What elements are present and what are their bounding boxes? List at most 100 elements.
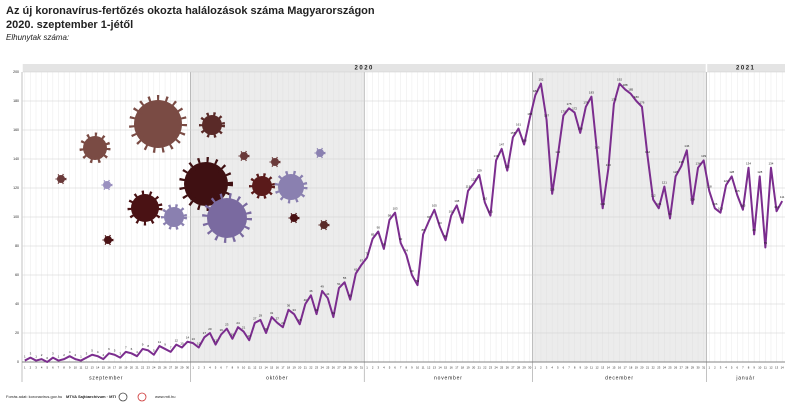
data-label: 134 [768,161,773,165]
x-tick-label: 10 [584,366,588,370]
data-label: 40 [304,298,308,302]
data-label: 122 [724,179,729,183]
x-tick-label: 28 [343,366,347,370]
data-label: 10 [197,341,201,345]
data-label: 132 [505,164,510,168]
data-label: 108 [454,199,459,203]
data-label: 27 [276,317,280,321]
month-label: november [434,375,463,381]
data-label: 121 [662,180,667,184]
data-label: 12 [214,338,218,342]
data-label: 1 [24,354,26,358]
data-label: 135 [679,160,684,164]
x-tick-label: 21 [304,366,308,370]
data-label: 134 [746,161,751,165]
x-tick-label: 4 [209,366,211,370]
x-tick-label: 12 [769,366,773,370]
x-tick-label: 7 [226,366,228,370]
data-label: 150 [522,138,527,142]
x-tick-label: 31 [360,366,364,370]
data-label: 139 [701,154,706,158]
x-tick-label: 9 [579,366,581,370]
x-tick-label: 20 [640,366,644,370]
x-tick-label: 22 [652,366,656,370]
x-tick-label: 1 [366,366,368,370]
data-label: 33 [292,308,296,312]
data-label: 129 [477,169,482,173]
data-label: 103 [393,206,398,210]
x-tick-label: 22 [141,366,145,370]
data-label: 3 [86,351,88,355]
data-label: 55 [343,276,347,280]
data-label: 1 [58,354,60,358]
data-label: 176 [639,101,644,105]
x-tick-label: 8 [574,366,576,370]
data-label: 111 [780,195,785,199]
data-label: 46 [309,289,313,293]
x-tick-label: 30 [354,366,358,370]
x-tick-label: 10 [242,366,246,370]
y-tick-label: 80 [15,244,19,248]
x-tick-label: 5 [557,366,559,370]
data-label: 178 [611,98,616,102]
x-tick-label: 15 [270,366,274,370]
virus-icon [199,112,225,138]
data-label: 96 [461,217,465,221]
data-label: 24 [281,321,285,325]
x-tick-label: 2 [540,366,542,370]
chart-subtitle: 2020. szeptember 1-jétől [6,19,133,31]
data-label: 3 [52,351,54,355]
x-tick-label: 29 [691,366,695,370]
logo [137,392,147,402]
x-tick-label: 9 [753,366,755,370]
x-tick-label: 14 [438,366,442,370]
x-tick-label: 11 [79,366,82,370]
data-label: 133 [606,163,611,167]
data-label: 29 [259,314,263,318]
data-label: 170 [561,109,566,113]
x-tick-label: 13 [259,366,263,370]
x-tick-label: 19 [635,366,639,370]
x-tick-label: 10 [74,366,78,370]
x-tick-label: 20 [130,366,134,370]
x-tick-label: 13 [775,366,779,370]
data-label: 6 [108,347,110,351]
data-label: 180 [634,95,639,99]
data-label: 155 [510,131,515,135]
x-tick-label: 18 [629,366,633,370]
data-label: 128 [673,170,678,174]
x-tick-label: 5 [46,366,48,370]
x-tick-label: 25 [158,366,162,370]
data-label: 93 [438,221,442,225]
data-label: 2 [103,353,105,357]
data-label: 134 [696,161,701,165]
x-tick-label: 30 [186,366,190,370]
x-tick-label: 5 [389,366,391,370]
x-tick-label: 9 [411,366,413,370]
virus-icon [102,234,114,246]
year-band [22,64,785,72]
x-tick-label: 13 [433,366,437,370]
x-tick-label: 5 [215,366,217,370]
y-tick-label: 0 [17,360,19,364]
data-label: 5 [153,349,155,353]
y-axis-label: Elhunytak száma: [6,33,69,42]
x-tick-label: 15 [612,366,616,370]
x-tick-label: 20 [298,366,302,370]
year-label: 2021 [736,66,755,72]
logo [118,392,128,402]
data-label: 128 [729,170,734,174]
data-label: 84 [444,234,448,238]
x-tick-label: 2 [372,366,374,370]
data-label: 60 [410,269,414,273]
data-line [24,82,784,363]
data-label: 85 [371,233,375,237]
data-label: 24 [236,321,240,325]
x-tick-label: 23 [657,366,661,370]
x-tick-label: 16 [276,366,280,370]
data-label: 5 [91,349,93,353]
month-label: október [266,375,288,381]
data-label: 168 [527,112,532,116]
x-tick-label: 28 [175,366,179,370]
data-label: 90 [377,225,381,229]
